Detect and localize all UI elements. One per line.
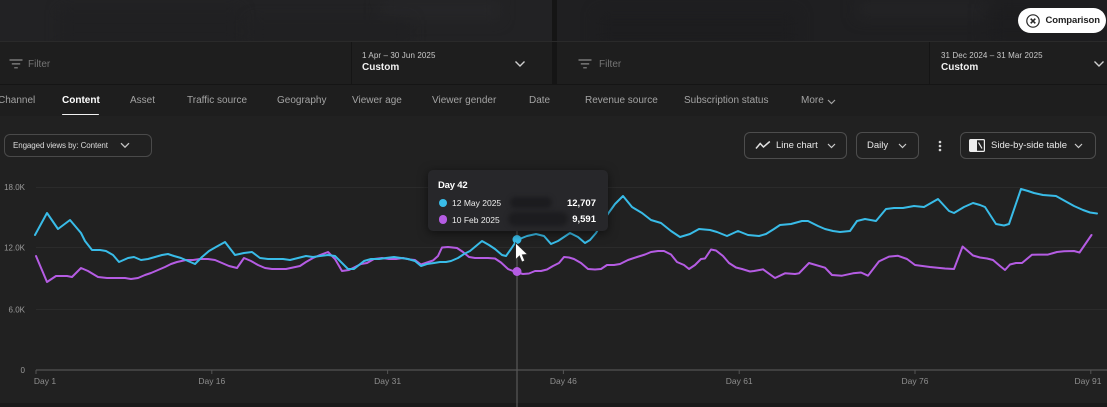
svg-text:Day 1: Day 1: [34, 376, 56, 386]
svg-text:0: 0: [21, 366, 26, 375]
svg-text:Day 76: Day 76: [902, 376, 929, 386]
svg-text:Day 16: Day 16: [198, 376, 225, 386]
svg-text:Day 46: Day 46: [550, 376, 577, 386]
svg-text:Day 61: Day 61: [726, 376, 753, 386]
svg-text:Day 31: Day 31: [374, 376, 401, 386]
svg-text:6.0K: 6.0K: [9, 306, 26, 315]
svg-text:18.0K: 18.0K: [4, 183, 26, 192]
svg-text:Day 91: Day 91: [1075, 376, 1102, 386]
svg-text:12.0K: 12.0K: [4, 244, 26, 253]
